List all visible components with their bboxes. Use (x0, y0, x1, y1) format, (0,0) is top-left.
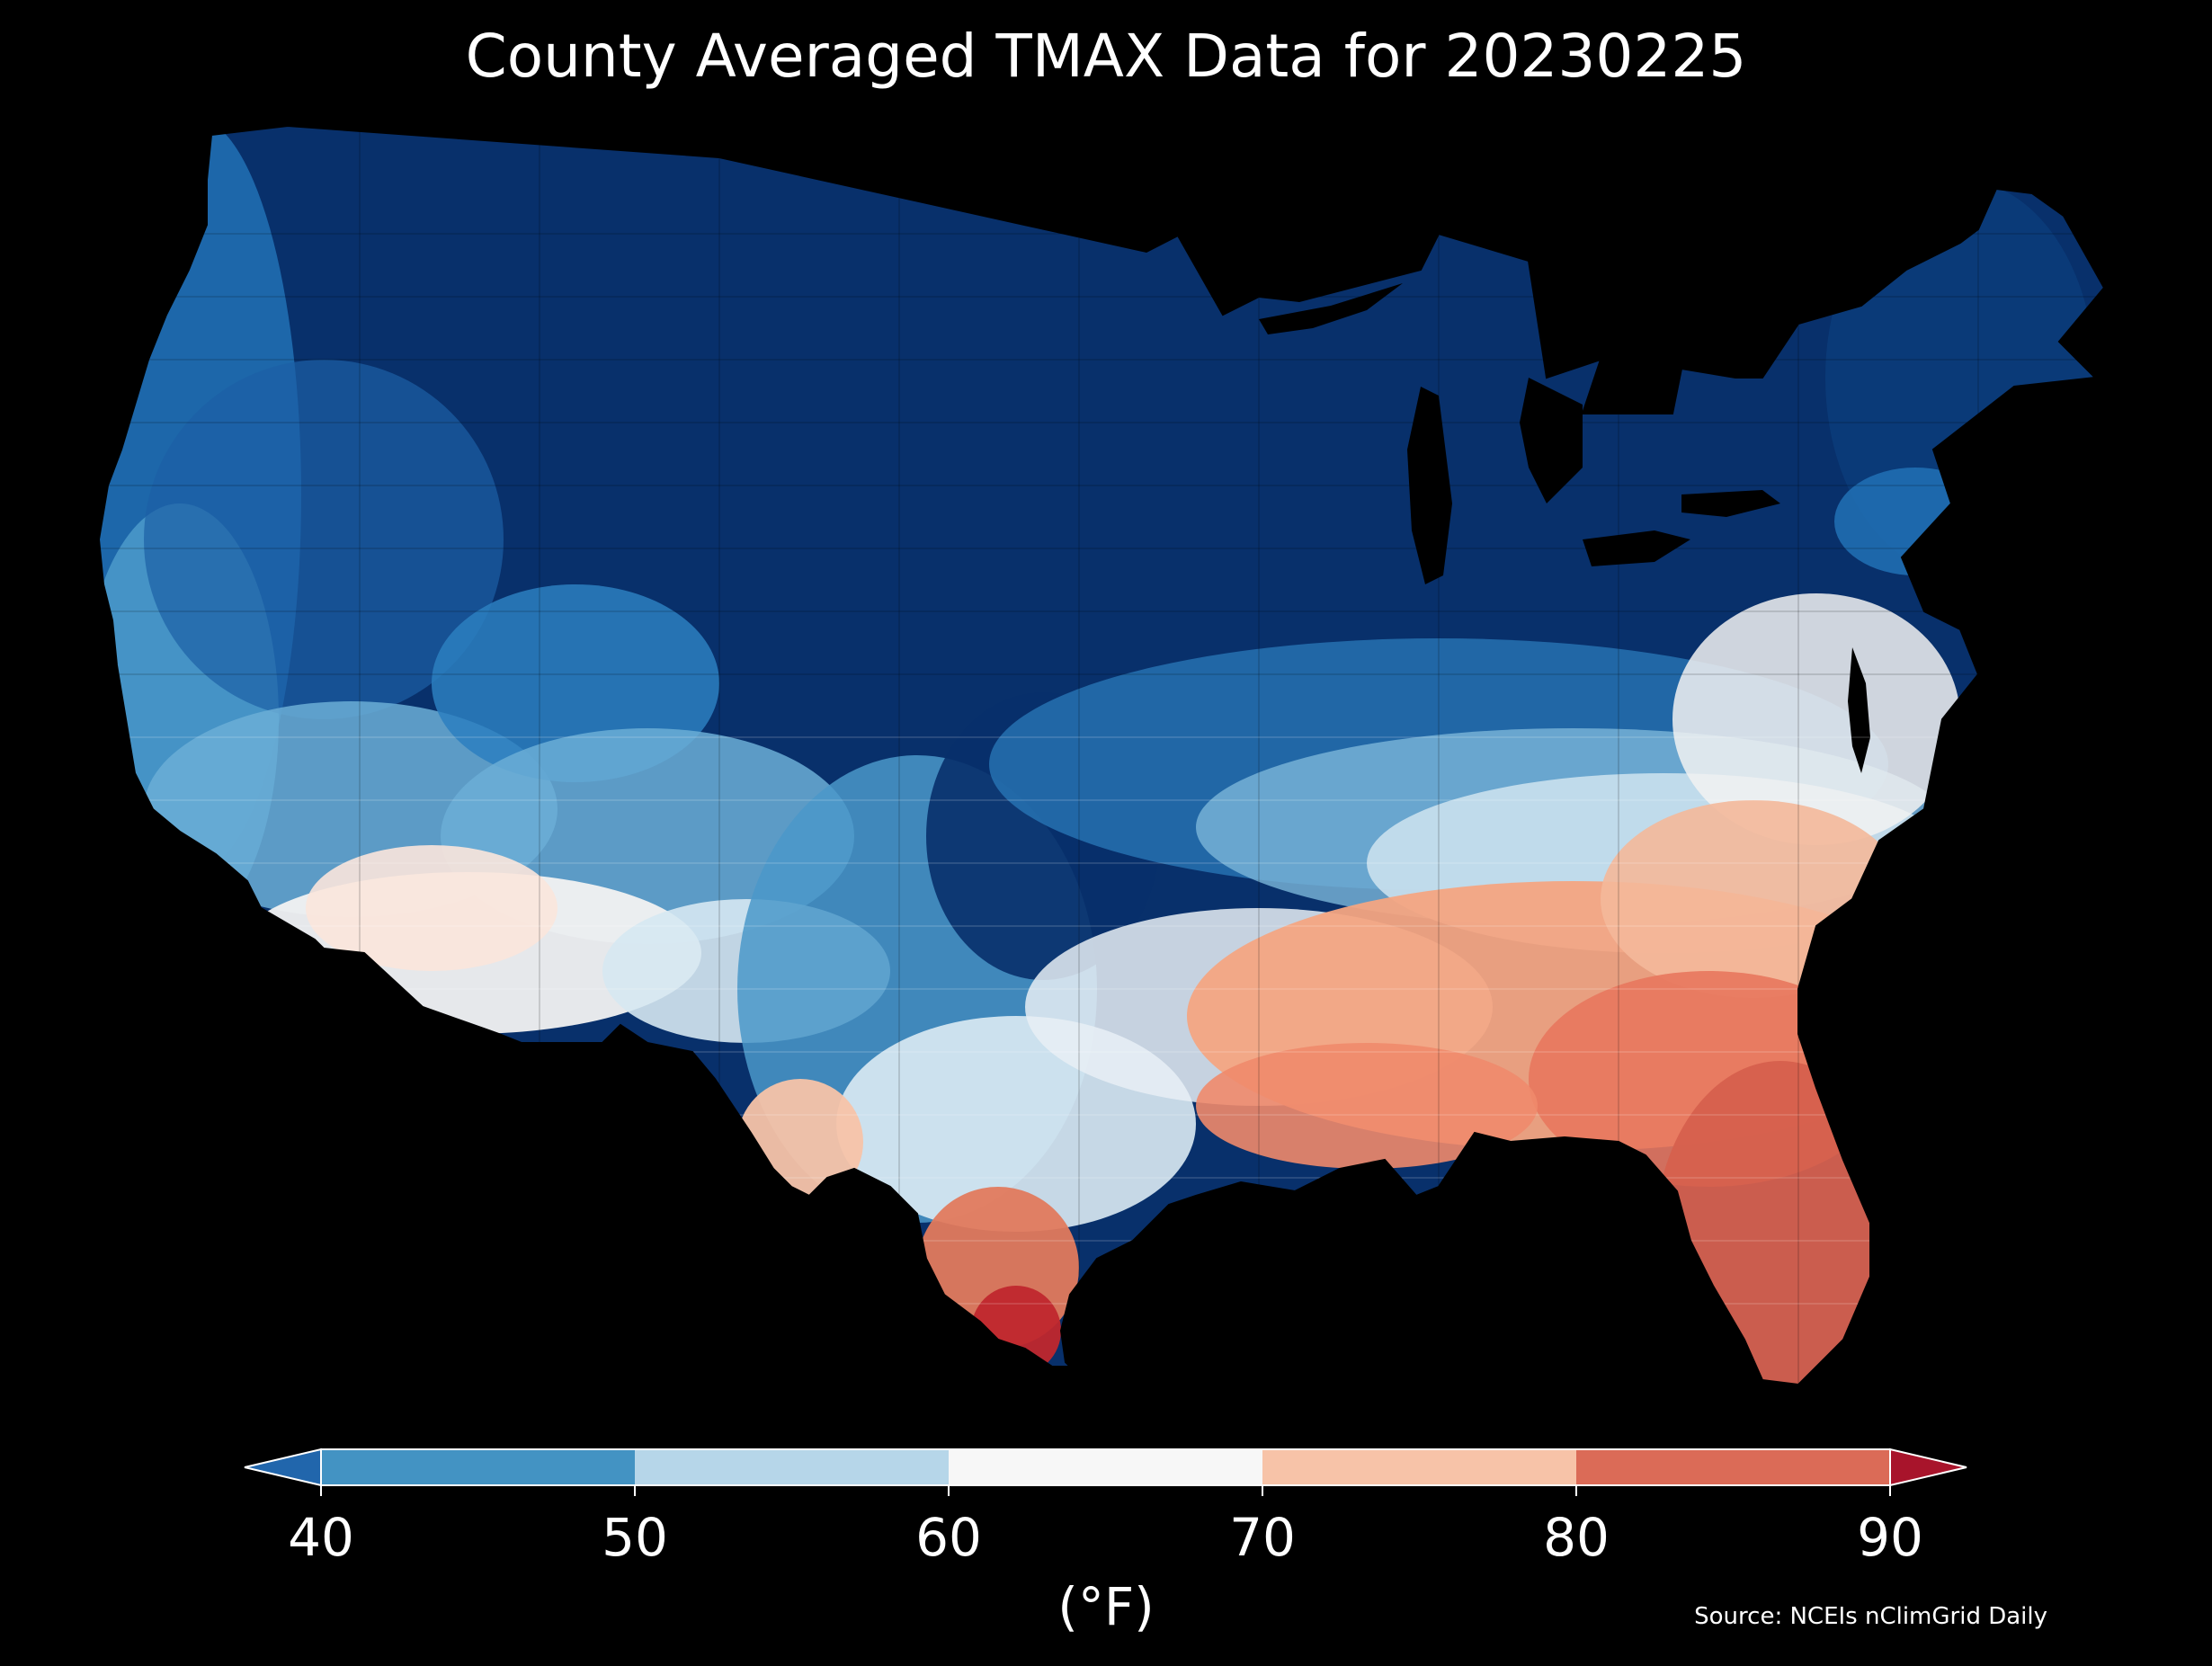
colorbar-tick-label: 50 (602, 1507, 668, 1568)
colorbar-tick-label: 90 (1857, 1507, 1923, 1568)
colorbar-tick-label: 80 (1543, 1507, 1610, 1568)
lake-huron (1520, 378, 1583, 503)
colorbar-extend-low (244, 1448, 322, 1487)
colorbar-tick-label: 70 (1229, 1507, 1296, 1568)
temperature-field (99, 126, 2104, 1385)
region-gulf-coast (1196, 1043, 1538, 1169)
region-rio-grande-valley (971, 1286, 1061, 1376)
lake-ontario (1681, 490, 1780, 517)
colorbar-frame (320, 1448, 1891, 1486)
chesapeake-bay (1848, 647, 1870, 773)
source-credit: Source: NCEIs nClimGrid Daily (1694, 1603, 2047, 1630)
colorbar-bin-50-60 (635, 1449, 949, 1485)
colorbar-ticks (320, 1485, 1891, 1496)
map-title: County Averaged TMAX Data for 20230225 (465, 22, 1747, 91)
colorbar-bin-70-80 (1262, 1449, 1576, 1485)
colorbar-bin-80-90 (1576, 1449, 1890, 1485)
region-carolinas (1601, 800, 1906, 998)
colorbar (244, 1448, 1967, 1496)
region-new-jersey (1834, 468, 1996, 575)
lake-superior (1259, 283, 1403, 334)
region-sonoran-desert (306, 845, 557, 971)
colorbar-tick-label: 60 (915, 1507, 982, 1568)
colorbar-unit-label: (°F) (1057, 1576, 1155, 1637)
lake-michigan (1407, 387, 1452, 584)
region-virginia (1672, 593, 1960, 845)
great-lakes (1259, 283, 1780, 584)
colorbar-extend-high (1889, 1448, 1967, 1487)
region-great-basin (144, 360, 504, 719)
colorbar-bin-40-50 (321, 1449, 635, 1485)
lake-erie (1583, 530, 1690, 566)
colorbar-tick-label: 40 (288, 1507, 354, 1568)
colorbar-bin-60-70 (949, 1449, 1262, 1485)
